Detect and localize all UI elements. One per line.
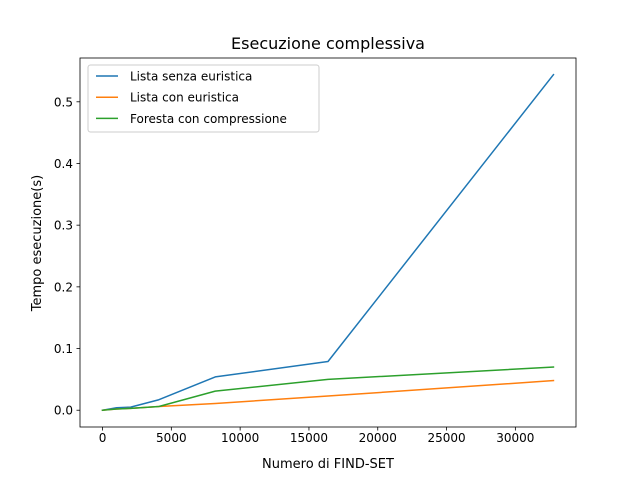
y-tick-label: 0.1 (54, 342, 73, 356)
x-tick-label: 25000 (427, 431, 465, 445)
x-tick-label: 30000 (496, 431, 534, 445)
plot-area: 0 5000 10000 15000 20000 25000 30000 0.0 0.1 0.2 0… (54, 57, 577, 445)
y-tick-label: 0.4 (54, 157, 73, 171)
legend-label-1: Lista senza euristica (130, 70, 252, 84)
x-tick-label: 0 (99, 431, 107, 445)
y-tick-label: 0.5 (54, 95, 73, 109)
x-axis-label: Numero di FIND-SET (262, 457, 394, 472)
x-tick-label: 20000 (359, 431, 397, 445)
y-tick-label: 0.0 (54, 404, 73, 418)
y-tick-label: 0.2 (54, 280, 73, 294)
legend: Lista senza euristica Lista con euristica… (87, 64, 320, 133)
y-axis-label: Tempo esecuzione(s) (30, 175, 45, 312)
x-tick-label: 5000 (156, 431, 187, 445)
axes-frame (79, 57, 577, 428)
series-line-3 (101, 366, 555, 412)
series-line-1 (101, 73, 555, 412)
x-tick-label: 10000 (221, 431, 259, 445)
y-tick-label: 0.3 (54, 219, 73, 233)
legend-label-3: Foresta con compressione (130, 112, 287, 126)
legend-label-2: Lista con euristica (130, 91, 239, 105)
legend-box (87, 64, 320, 133)
chart-title: Esecuzione complessiva (231, 34, 425, 53)
x-tick-label: 15000 (290, 431, 328, 445)
